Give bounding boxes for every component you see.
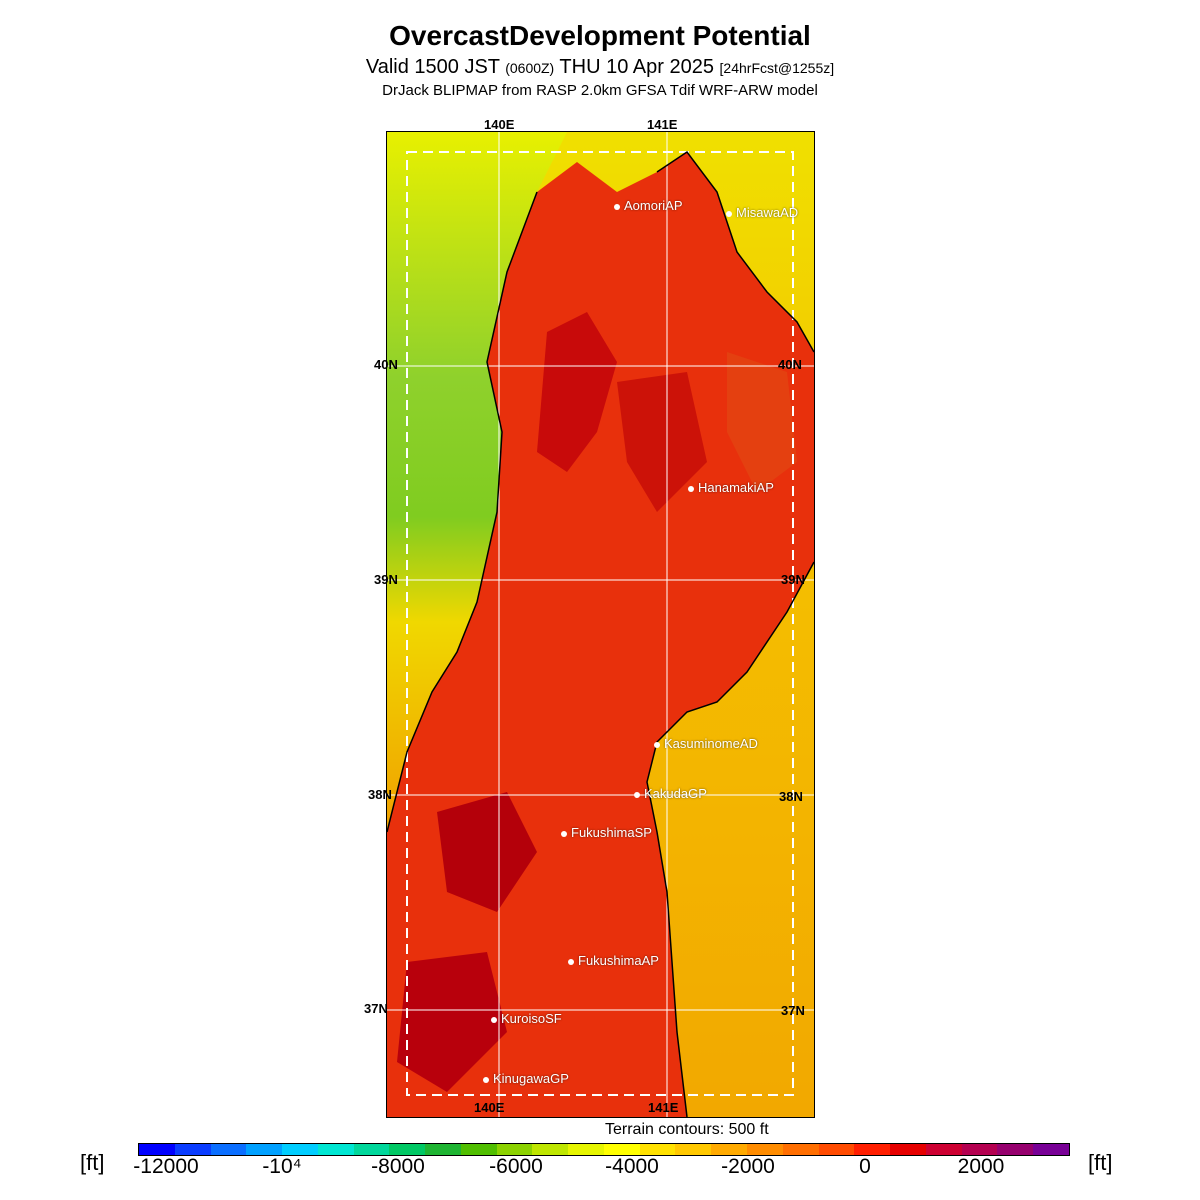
station-marker [491, 1016, 497, 1023]
station-marker [634, 791, 640, 798]
highland-1 [537, 312, 617, 472]
forecast-map [386, 131, 815, 1118]
colorbar-tick: -4000 [605, 1155, 659, 1178]
lat-label-38n-left: 38N [368, 787, 392, 802]
station-kuroisosf: KuroisoSF [491, 1011, 562, 1026]
lat-label-39n-right: 39N [781, 572, 805, 587]
map-title: OvercastDevelopment Potential [389, 20, 811, 51]
colorbar-swatch [568, 1144, 604, 1155]
colorbar-swatch [210, 1144, 247, 1155]
station-marker [688, 485, 694, 492]
colorbar-tick: -10⁴ [262, 1155, 302, 1178]
station-label: HanamakiAP [698, 480, 774, 495]
station-marker [654, 741, 660, 748]
valid-label: Valid 1500 JST [365, 56, 506, 78]
station-hanamakiap: HanamakiAP [688, 480, 774, 495]
colorbar-swatch [496, 1144, 533, 1155]
colorbar-swatch [747, 1144, 783, 1155]
colorbar-tick: -6000 [489, 1155, 543, 1178]
lon-label-140e-top: 140E [484, 117, 515, 132]
station-fukushimasp: FukushimaSP [561, 825, 652, 840]
east-coastline [646, 150, 814, 1117]
colorbar-swatch [818, 1144, 855, 1155]
colorbar-swatch [532, 1144, 569, 1155]
colorbar-swatch [317, 1144, 354, 1155]
colorbar-swatch [639, 1144, 676, 1155]
lon-label-141e-bottom: 141E [648, 1100, 679, 1115]
station-marker [568, 958, 574, 965]
colorbar-unit-left: [ft] [80, 1150, 105, 1175]
colorbar-swatch [782, 1144, 819, 1155]
lat-label-38n-right: 38N [779, 789, 803, 804]
colorbar-tick: -12000 [133, 1155, 199, 1178]
model-description: DrJack BLIPMAP from RASP 2.0km GFSA Tdif… [382, 82, 818, 99]
highland-2 [617, 372, 707, 512]
inner-domain-boundary [406, 151, 794, 1096]
colorbar-unit-right: [ft] [1088, 1150, 1113, 1175]
station-label: KuroisoSF [501, 1011, 562, 1026]
lat-label-39n-left: 39N [374, 572, 398, 587]
colorbar-swatch [890, 1144, 926, 1155]
colorbar-swatch [961, 1144, 998, 1155]
sea-of-japan [387, 132, 567, 832]
colorbar-swatch [1033, 1144, 1069, 1155]
colorbar-swatch [603, 1144, 640, 1155]
colorbar-swatch [246, 1144, 283, 1155]
station-aomoriap: AomoriAP [614, 198, 683, 213]
station-marker [561, 830, 567, 837]
lat-label-40n-right: 40N [778, 357, 802, 372]
valid-time: Valid 1500 JST (0600Z) THU 10 Apr 2025 [… [0, 56, 1200, 79]
station-marker [726, 210, 732, 217]
terrain-contour-note: Terrain contours: 500 ft [605, 1121, 769, 1138]
station-marker [483, 1076, 489, 1083]
station-label: KasuminomeAD [664, 736, 758, 751]
colorbar-tick: 0 [859, 1155, 871, 1178]
colorbar-swatch [711, 1144, 748, 1155]
utc-time: (0600Z) [505, 60, 555, 76]
colorbar-swatch [675, 1144, 712, 1155]
station-fukushimaap: FukushimaAP [568, 953, 659, 968]
forecast-run: [24hrFcst@1255z] [719, 60, 835, 76]
station-kasuminomead: KasuminomeAD [654, 736, 758, 751]
highland-3 [437, 792, 537, 912]
station-kakudagp: KakudaGP [634, 786, 707, 801]
colorbar-swatch [389, 1144, 426, 1155]
highland-5 [727, 352, 797, 492]
colorbar-tick: 2000 [957, 1155, 1005, 1178]
colorbar-swatch [282, 1144, 318, 1155]
station-misawaad: MisawaAD [726, 205, 798, 220]
colorbar-swatch [925, 1144, 962, 1155]
colorbar-swatch [997, 1144, 1034, 1155]
lon-label-140e-bottom: 140E [474, 1100, 505, 1115]
colorbar-swatch [425, 1144, 461, 1155]
station-label: KinugawaGP [493, 1071, 569, 1086]
lat-label-40n-left: 40N [374, 357, 398, 372]
colorbar-swatch [353, 1144, 390, 1155]
station-label: FukushimaSP [571, 825, 652, 840]
station-label: KakudaGP [644, 786, 707, 801]
map-canvas [387, 132, 814, 1117]
highland-4 [397, 952, 507, 1092]
station-label: FukushimaAP [578, 953, 659, 968]
lat-label-37n-right: 37N [781, 1003, 805, 1018]
lon-label-141e-top: 141E [647, 117, 678, 132]
station-label: AomoriAP [624, 198, 683, 213]
colorbar-swatch [460, 1144, 497, 1155]
graticule [387, 132, 814, 1117]
west-coastline [387, 191, 538, 833]
station-kinugawagp: KinugawaGP [483, 1071, 569, 1086]
valid-date: THU 10 Apr 2025 [554, 56, 720, 78]
colorbar-tick: -2000 [721, 1155, 775, 1178]
station-label: MisawaAD [736, 205, 799, 220]
colorbar-tick: -8000 [371, 1155, 425, 1178]
colorbar [138, 1143, 1070, 1156]
colorbar-swatch [139, 1144, 175, 1155]
colorbar-swatch [854, 1144, 891, 1155]
lat-label-37n-left: 37N [364, 1001, 388, 1016]
colorbar-swatch [174, 1144, 211, 1155]
station-marker [614, 203, 620, 210]
